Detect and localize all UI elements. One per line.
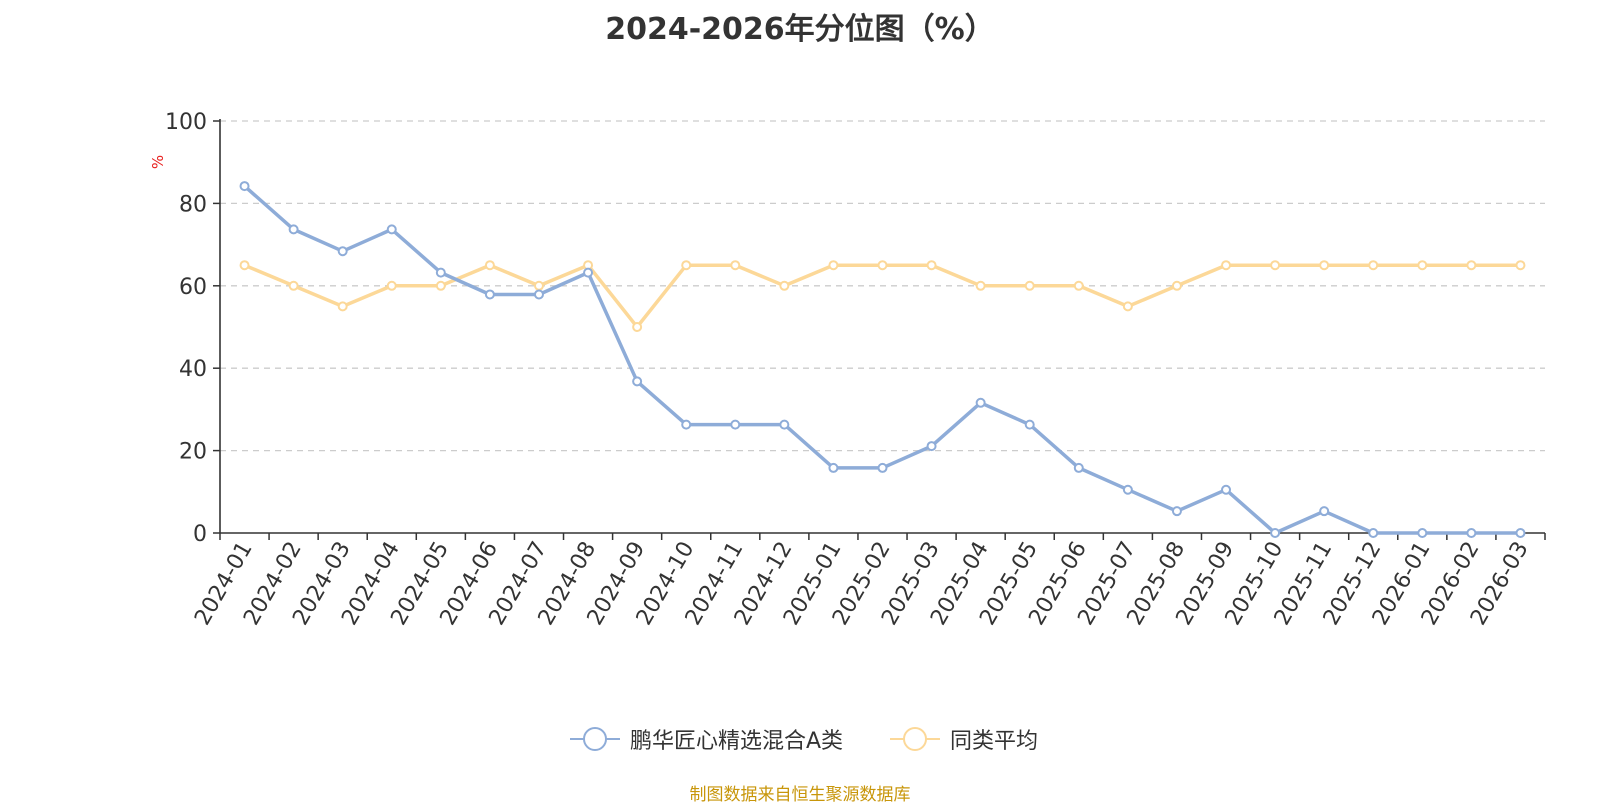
data-point-series-1 [288,224,299,235]
y-tick-label: 40 [179,357,207,382]
data-point-series-1 [484,289,495,300]
data-point-series-1 [1466,528,1477,538]
data-point-series-2 [1368,260,1379,271]
data-point-series-2 [1171,280,1182,291]
data-point-series-1 [975,397,986,408]
data-point-series-1 [779,419,790,430]
y-axis-label: % [149,155,167,169]
data-point-series-1 [730,419,741,430]
legend-marker-series-2 [890,727,940,751]
data-point-series-1 [1221,484,1232,495]
chart-title: 2024-2026年分位图（%） [605,12,995,47]
data-point-series-2 [1515,260,1526,271]
data-point-series-1 [337,246,348,257]
data-point-series-2 [779,280,790,291]
data-point-series-2 [730,260,741,271]
data-point-series-1 [1073,462,1084,473]
data-point-series-2 [1466,260,1477,271]
legend-item-series-1[interactable]: 鹏华匠心精选混合A类 [570,722,843,756]
data-point-series-1 [926,441,937,452]
data-point-series-1 [239,181,250,192]
data-point-series-1 [1319,506,1330,517]
data-point-series-2 [877,260,888,271]
data-point-series-1 [681,419,692,430]
data-point-series-2 [681,260,692,271]
data-point-series-1 [1368,528,1379,538]
axes: 0204060801002024-012024-022024-032024-04… [165,110,1546,630]
data-point-series-2 [386,280,397,291]
y-tick-label: 100 [165,110,207,135]
data-point-series-1 [1171,506,1182,517]
legend-label-series-1: 鹏华匠心精选混合A类 [630,729,844,754]
data-point-series-1 [435,267,446,278]
data-point-series-1 [1122,484,1133,495]
legend-label-series-2: 同类平均 [950,729,1039,754]
legend-item-series-2[interactable]: 同类平均 [890,722,1038,756]
data-point-series-2 [828,260,839,271]
data-point-series-2 [435,280,446,291]
data-point-series-1 [583,267,594,278]
data-point-series-1 [533,289,544,300]
data-point-series-2 [632,322,643,332]
series-line-1 [243,184,1521,535]
data-source-note: 制图数据来自恒生聚源数据库 [689,785,911,805]
y-tick-label: 80 [179,192,207,217]
data-point-series-2 [975,280,986,291]
data-point-series-2 [926,260,937,271]
data-point-series-1 [828,462,839,473]
y-tick-label: 60 [179,275,207,300]
data-point-series-2 [484,260,495,271]
data-point-series-2 [1417,260,1428,271]
data-point-series-2 [1024,280,1035,291]
legend-marker-series-1 [570,727,620,751]
data-point-series-1 [877,462,888,473]
data-point-series-2 [1221,260,1232,271]
data-point-series-2 [1122,301,1133,312]
data-point-series-2 [1319,260,1330,271]
data-point-series-2 [239,260,250,271]
data-point-series-2 [288,280,299,291]
y-tick-label: 0 [193,522,207,547]
data-point-series-2 [337,301,348,312]
data-point-series-1 [1515,528,1526,538]
data-point-series-1 [1417,528,1428,538]
data-point-series-2 [1073,280,1084,291]
data-point-series-2 [533,280,544,291]
series-line-2 [243,263,1521,329]
data-point-series-2 [1270,260,1281,271]
data-point-series-1 [386,224,397,235]
y-tick-label: 20 [179,440,207,465]
data-point-series-1 [1024,419,1035,430]
data-point-series-1 [632,376,643,387]
data-point-series-1 [1270,528,1281,538]
series-layer [239,181,1526,538]
